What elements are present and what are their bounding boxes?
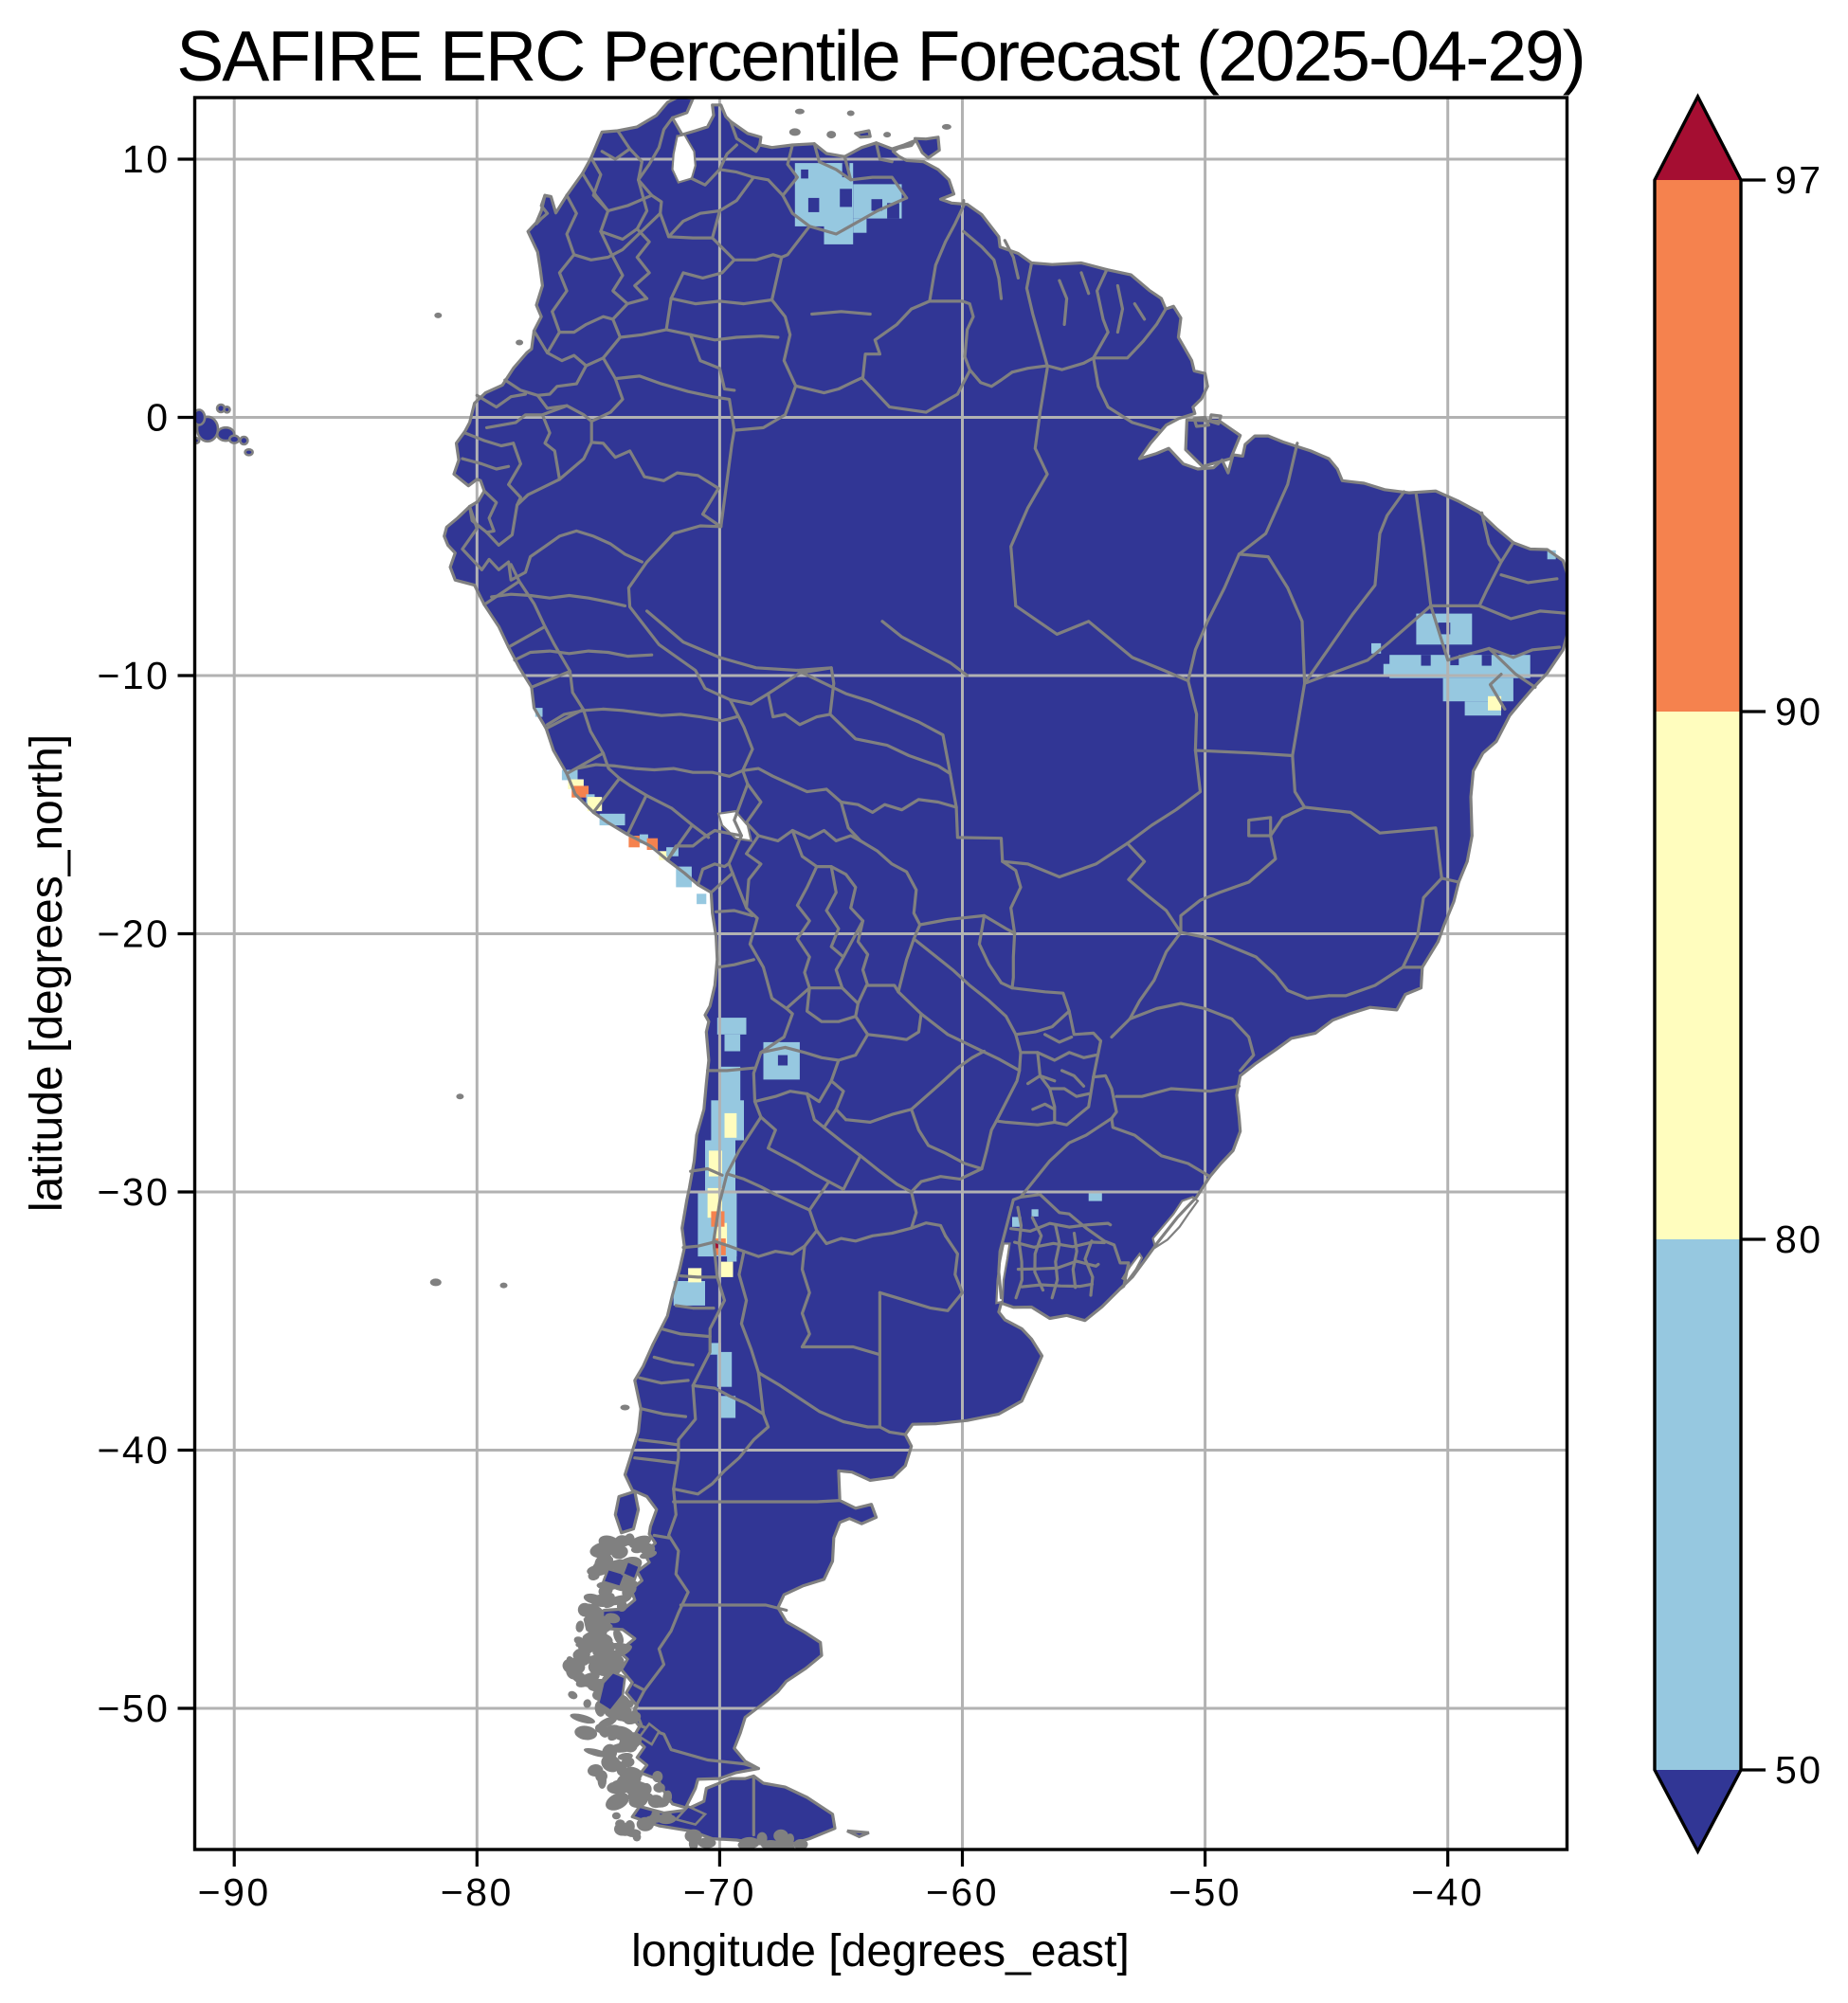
svg-text:SAFIRE ERC Percentile Forecast: SAFIRE ERC Percentile Forecast (2025-04-… xyxy=(176,16,1584,96)
svg-text:−90: −90 xyxy=(198,1870,271,1914)
svg-text:0: 0 xyxy=(146,396,170,440)
svg-text:−60: −60 xyxy=(926,1870,999,1914)
svg-text:−10: −10 xyxy=(97,654,170,697)
svg-text:−40: −40 xyxy=(97,1429,170,1472)
svg-text:97: 97 xyxy=(1775,158,1823,202)
svg-text:−80: −80 xyxy=(441,1870,514,1914)
svg-text:10: 10 xyxy=(122,137,171,181)
svg-text:longitude [degrees_east]: longitude [degrees_east] xyxy=(631,1926,1130,1976)
svg-text:90: 90 xyxy=(1775,690,1823,733)
svg-text:−30: −30 xyxy=(97,1170,170,1214)
svg-text:−50: −50 xyxy=(97,1687,170,1730)
svg-text:−70: −70 xyxy=(683,1870,756,1914)
svg-text:−20: −20 xyxy=(97,912,170,956)
svg-text:50: 50 xyxy=(1775,1748,1823,1792)
svg-text:−40: −40 xyxy=(1411,1870,1484,1914)
svg-text:80: 80 xyxy=(1775,1218,1823,1261)
svg-text:latitude [degrees_north]: latitude [degrees_north] xyxy=(22,734,72,1212)
svg-text:−50: −50 xyxy=(1169,1870,1241,1914)
